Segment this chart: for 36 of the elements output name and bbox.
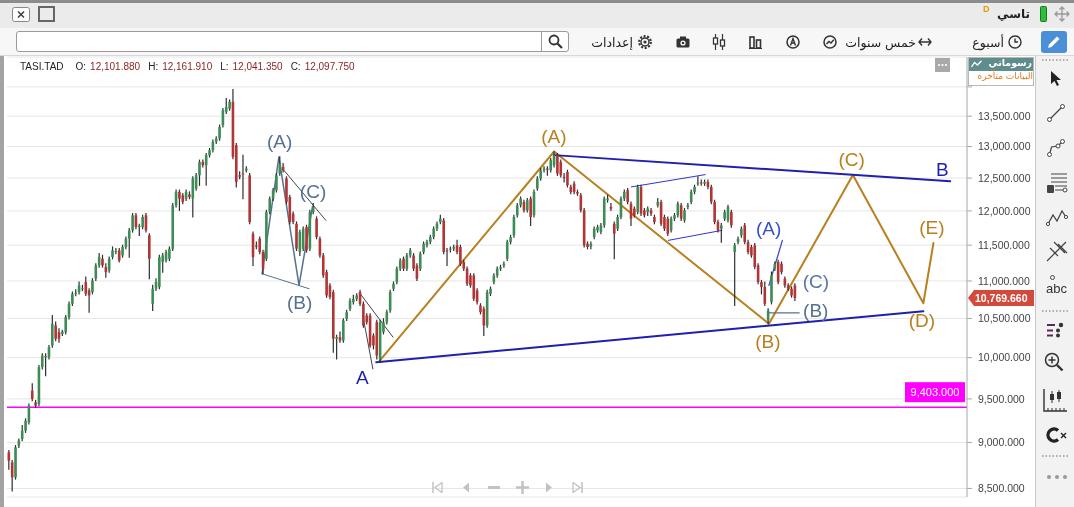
chart-subtitle: O: 12,101.880 H: 12,161.910 L: 12,041.350 C: 12,097.750 (75, 61, 355, 72)
ref-line-label: 9,403.000 (910, 386, 960, 399)
data-label: (D) (908, 310, 936, 332)
y-tick-label: 13,000.000 (978, 140, 1031, 153)
y-tick-label: 12,500.000 (978, 171, 1031, 184)
text: إعدادات (591, 35, 633, 50)
y-tick-label: 8,500.000 (978, 482, 1025, 495)
text: 10,769.660 (968, 289, 1034, 306)
y-tick-label: 12,000.000 (978, 204, 1031, 217)
annotation: (C) (802, 270, 830, 292)
data-label: (A) (266, 130, 293, 152)
series-label: A (355, 367, 369, 389)
y-tick-label: 9,500.000 (978, 392, 1025, 405)
data-label: (C) (299, 181, 327, 202)
data-label: (A) (541, 125, 567, 147)
text: أسبوع (972, 35, 1004, 50)
chart-title: TASI.TAD (20, 61, 64, 72)
data-label: (B) (287, 292, 313, 314)
data-label: (B) (755, 330, 781, 352)
text: D (983, 4, 990, 14)
data-label: (E) (919, 217, 945, 239)
y-tick-label: 11,500.000 (978, 238, 1030, 251)
text: البيانات متأخره (977, 71, 1033, 81)
series-label: (B) (803, 299, 829, 321)
y-tick-label: 13,500.000 (978, 109, 1031, 122)
series-label: B (935, 159, 949, 181)
text: خمس سنوات (845, 35, 916, 50)
y-tick-label: 10,500.000 (978, 312, 1031, 325)
y-tick-label: 10,000.000 (978, 351, 1031, 364)
series-label: (A) (756, 218, 782, 240)
data-label: (C) (838, 149, 865, 171)
y-tick-label: 9,000.000 (978, 436, 1025, 449)
text: abc (1046, 281, 1067, 296)
y-tick-label: 11,000.000 (978, 274, 1030, 287)
text: تاسي (997, 7, 1030, 21)
text: رسوماتي (988, 57, 1032, 68)
